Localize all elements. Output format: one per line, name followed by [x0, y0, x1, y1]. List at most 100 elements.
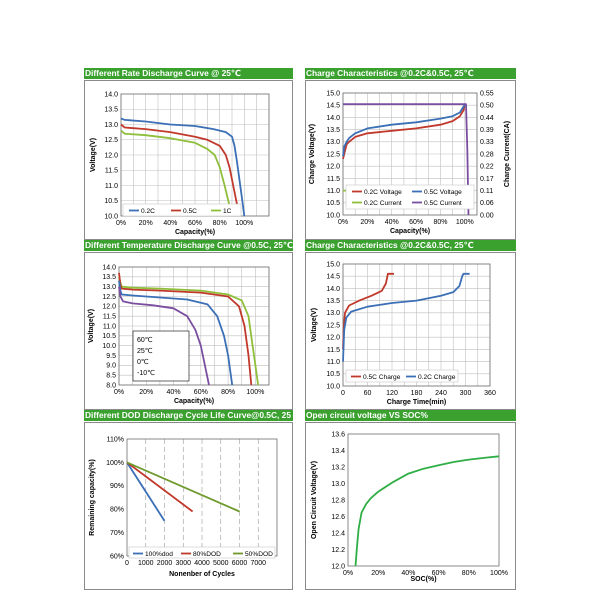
x-tick-label: 120: [386, 390, 398, 397]
series-line: [342, 103, 467, 157]
y2-tick-label: 0.44: [480, 115, 494, 122]
y2-tick-label: 0.50: [480, 103, 494, 110]
legend-label: -10℃: [137, 370, 155, 377]
y-tick-label: 13.5: [326, 127, 340, 134]
y-tick-label: 12.0: [104, 152, 118, 159]
y-tick-label: 14.5: [326, 103, 340, 110]
y-tick-label: 11.0: [327, 359, 340, 366]
x-tick-label: 6000: [232, 560, 248, 567]
y2-tick-label: 0.22: [480, 164, 494, 171]
x-tick-label: 7000: [250, 560, 266, 567]
y-tick-label: 12.5: [104, 137, 118, 144]
y-tick-label: 13.0: [331, 481, 345, 488]
y-tick-label: 12.0: [331, 563, 345, 570]
chart-frame: 8.0 8.5 9.0 9.5 10.0 10.5 11.0 11.5 12.0 12.5 13.0…: [84, 252, 293, 410]
x-tick-label: 20%: [371, 570, 385, 577]
chart-title: Different Rate Discharge Curve @ 25℃: [84, 68, 293, 79]
series-line: [343, 103, 470, 216]
y-tick-label: 10.5: [326, 200, 340, 207]
legend-label: 100%dod: [145, 551, 173, 558]
chart-frame: 60% 70% 80% 90% 100% 110% 0 1000 2000 3000 4000 500…: [84, 422, 293, 590]
chart-title: Open circuit voltage VS SOC%: [305, 410, 516, 421]
x-tick-label: 100%: [456, 219, 474, 226]
y-tick-label: 100%: [106, 460, 124, 467]
chart-title: Different Temperature Discharge Curve @0…: [84, 240, 293, 251]
x-tick-label: 80%: [462, 570, 476, 577]
y-tick-label: 11.5: [105, 168, 118, 175]
x-axis-title: Capacity(%): [174, 398, 214, 405]
ocv-soc-chart: 12.0 12.2 12.4 12.6 12.8 13.0 13.2 13.4 13.6 0% 20…: [311, 431, 508, 583]
temperature-discharge-chart: 8.0 8.5 9.0 9.5 10.0 10.5 11.0 11.5 12.0 12.5 13.0…: [88, 264, 270, 405]
y-tick-label: 80%: [110, 507, 124, 514]
y-tick-label: 13.0: [104, 122, 118, 129]
x-tick-label: 3000: [175, 560, 191, 567]
y2-tick-label: 0.11: [480, 188, 493, 195]
legend-label: 1C: [223, 208, 232, 215]
x-tick-label: 60: [364, 390, 372, 397]
x-tick-label: 360: [484, 390, 496, 397]
legend-label: 0.5C: [183, 208, 197, 215]
x-tick-label: 60%: [194, 389, 208, 396]
chart-title: Different DOD Discharge Cycle Life Curve…: [84, 410, 293, 421]
y-tick-label: 12.2: [331, 547, 345, 554]
y2-tick-label: 0.00: [480, 212, 494, 219]
x-axis-title: Capacity(%): [390, 228, 430, 235]
x-tick-label: 40%: [167, 389, 181, 396]
x-tick-label: 40%: [401, 570, 415, 577]
series-line: [342, 272, 470, 362]
x-tick-label: 40%: [163, 220, 177, 227]
legend-label: 0.5C Voltage: [424, 189, 462, 196]
x-tick-label: 20%: [360, 219, 374, 226]
y-tick-label: 11.0: [327, 188, 340, 195]
y-tick-label: 13.4: [331, 448, 345, 455]
chart-frame: 10.0 10.5 11.0 11.5 12.0 12.5 13.0 13.5 14.0 0% 20…: [84, 80, 293, 240]
x-tick-label: 0%: [343, 570, 353, 577]
legend-label: 25℃: [137, 348, 153, 355]
legend-label: 0.5C Current: [424, 200, 462, 207]
y-tick-label: 11.5: [327, 347, 340, 354]
y-axis-title: Voltage(V): [88, 309, 95, 343]
x-tick-label: 0: [125, 560, 129, 567]
series-line: [118, 286, 210, 386]
legend-label: 0.2C Voltage: [364, 189, 402, 196]
series-line: [354, 455, 500, 567]
chart-frame: 10.0 10.5 11.0 11.5 12.0 12.5 13.0 13.5 14.0 14.5…: [305, 252, 516, 410]
series-line: [126, 461, 240, 513]
rate-discharge-chart: 10.0 10.5 11.0 11.5 12.0 12.5 13.0 13.5 14.0 0% 20…: [90, 91, 270, 236]
series-line: [118, 272, 253, 386]
legend-label: 50%DOD: [245, 551, 273, 558]
y-tick-label: 12.0: [326, 335, 340, 342]
y-tick-label: 14.0: [104, 91, 118, 98]
series-line: [120, 117, 246, 217]
y2-tick-label: 0.39: [480, 127, 494, 134]
y-tick-label: 12.6: [331, 514, 345, 521]
x-tick-label: 5000: [213, 560, 229, 567]
y-tick-label: 13.0: [102, 284, 116, 291]
x-tick-label: 20%: [139, 389, 153, 396]
y-tick-label: 13.5: [326, 298, 340, 305]
x-axis-title: SOC(%): [410, 576, 436, 583]
plot-area: [118, 266, 270, 386]
x-tick-label: 60%: [188, 220, 202, 227]
plot-area: [347, 433, 500, 567]
y-tick-label: 10.0: [102, 343, 116, 350]
y-tick-label: 14.5: [326, 274, 340, 281]
x-tick-label: 80%: [213, 220, 227, 227]
x-tick-label: 60%: [409, 219, 423, 226]
chart-frame: 12.0 12.2 12.4 12.6 12.8 13.0 13.2 13.4 13.6 0% 20…: [305, 422, 516, 590]
legend-label: 0.5C Charge: [363, 374, 401, 381]
series-line: [342, 272, 394, 350]
series-line: [120, 129, 233, 217]
y-tick-label: 11.0: [105, 183, 118, 190]
y-tick-label: 14.0: [326, 115, 340, 122]
x-tick-label: 0: [341, 390, 345, 397]
y-tick-label: 12.4: [331, 530, 345, 537]
y-tick-label: 15.0: [326, 90, 340, 97]
y2-tick-label: 0.06: [480, 200, 494, 207]
x-tick-label: 0%: [338, 219, 348, 226]
y2-tick-label: 0.33: [480, 139, 494, 146]
y-tick-label: 12.5: [102, 294, 116, 301]
y-tick-label: 110%: [107, 436, 124, 443]
series-line: [118, 280, 234, 386]
x-tick-label: 20%: [139, 220, 153, 227]
